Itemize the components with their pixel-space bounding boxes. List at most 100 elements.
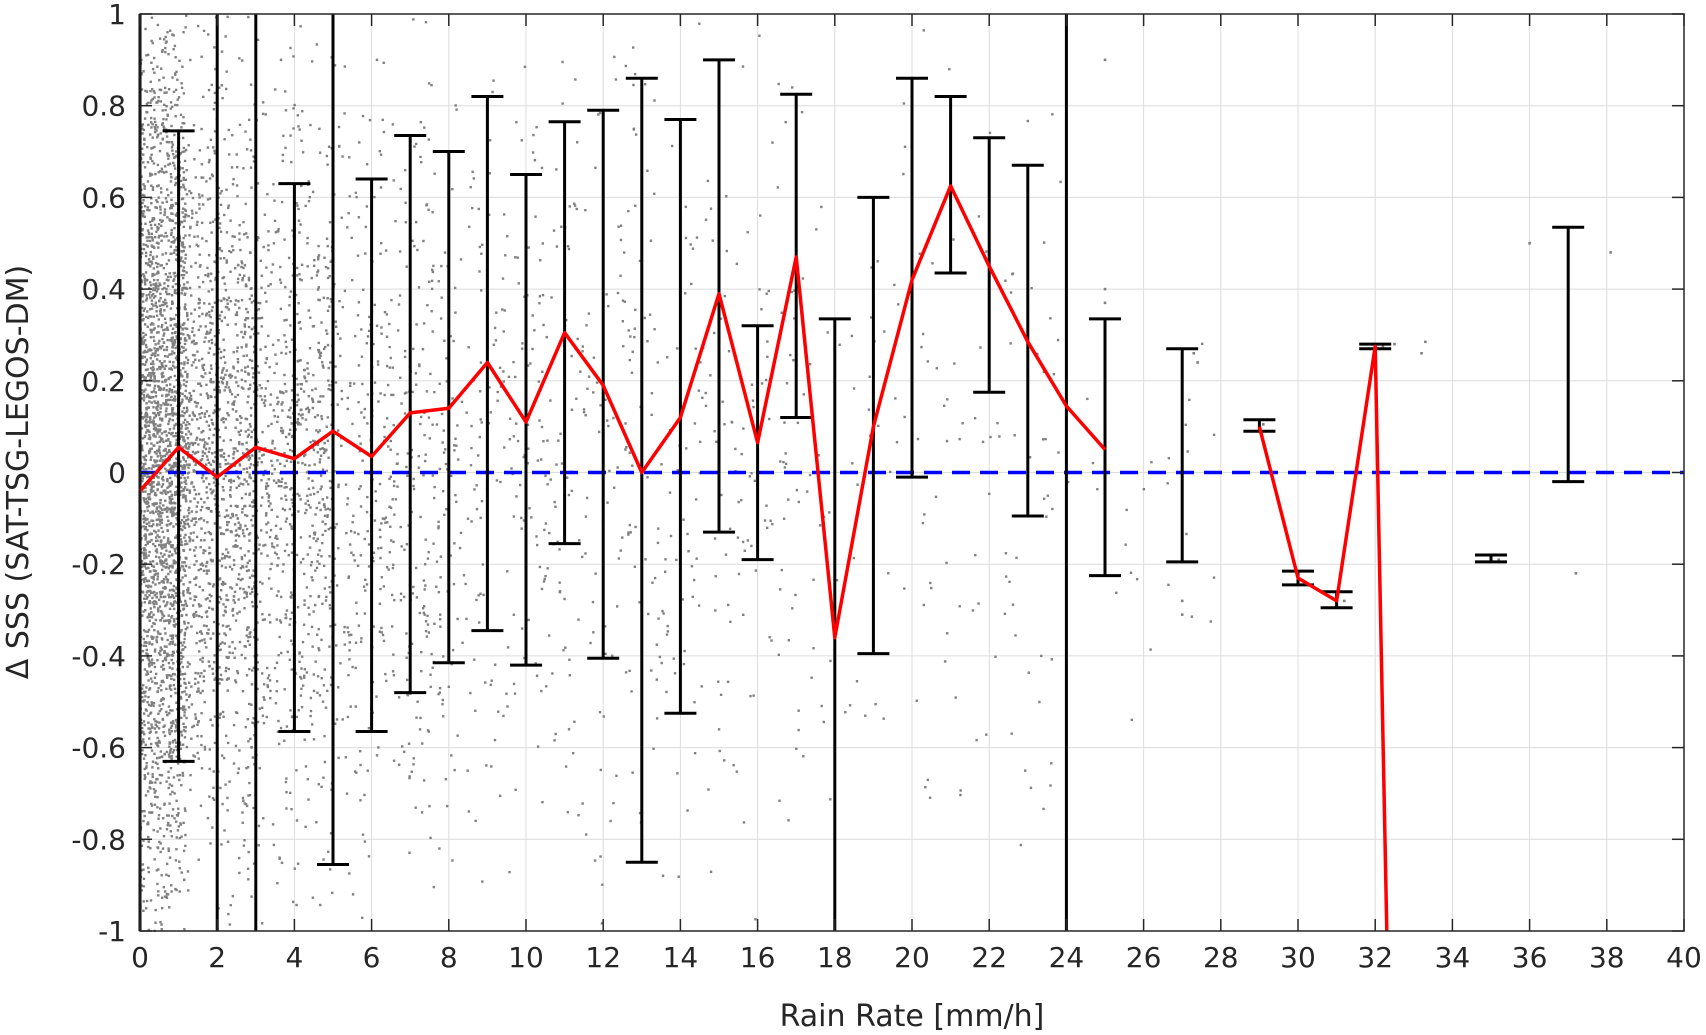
- scatter-point: [180, 256, 183, 259]
- scatter-point: [173, 323, 176, 327]
- scatter-point: [148, 570, 152, 573]
- scatter-point: [174, 177, 177, 181]
- scatter-point: [163, 317, 167, 321]
- scatter-point: [261, 496, 264, 499]
- scatter-point: [159, 827, 162, 830]
- scatter-point: [276, 515, 279, 518]
- scatter-point: [158, 449, 161, 453]
- scatter-point: [149, 418, 152, 421]
- scatter-point: [145, 411, 148, 415]
- scatter-point: [227, 386, 230, 389]
- scatter-point: [213, 522, 217, 525]
- scatter-point: [389, 506, 393, 509]
- scatter-point: [141, 687, 144, 690]
- scatter-point: [281, 159, 285, 163]
- scatter-point: [142, 317, 145, 321]
- scatter-point: [182, 225, 186, 229]
- scatter-point: [145, 294, 148, 297]
- scatter-point: [163, 103, 166, 107]
- scatter-point: [197, 244, 200, 248]
- scatter-point: [218, 682, 221, 685]
- scatter-point: [171, 667, 174, 670]
- scatter-point: [212, 108, 216, 111]
- scatter-point: [160, 568, 164, 572]
- scatter-point: [324, 576, 327, 579]
- scatter-point: [181, 323, 184, 327]
- scatter-point: [314, 569, 317, 572]
- scatter-point: [164, 632, 167, 635]
- scatter-point: [174, 552, 178, 555]
- scatter-point: [153, 387, 156, 390]
- scatter-point: [384, 249, 388, 252]
- scatter-point: [153, 223, 157, 227]
- scatter-point: [168, 555, 171, 558]
- scatter-point: [200, 517, 203, 520]
- scatter-point: [178, 860, 181, 863]
- scatter-point: [184, 234, 187, 237]
- scatter-point: [224, 458, 227, 462]
- scatter-point: [162, 402, 165, 405]
- scatter-point: [201, 364, 204, 367]
- scatter-point: [163, 430, 166, 434]
- scatter-point: [160, 698, 163, 701]
- scatter-point: [141, 337, 144, 340]
- scatter-point: [438, 467, 442, 471]
- scatter-point: [149, 101, 152, 104]
- scatter-point: [203, 452, 207, 455]
- scatter-point: [175, 176, 178, 179]
- scatter-point: [236, 517, 240, 520]
- scatter-point: [151, 576, 154, 579]
- scatter-point: [240, 378, 244, 381]
- scatter-point: [431, 211, 434, 214]
- scatter-point: [252, 390, 256, 393]
- scatter-point: [155, 305, 159, 309]
- scatter-point: [221, 96, 224, 100]
- scatter-point: [197, 328, 201, 332]
- scatter-point: [343, 65, 347, 68]
- scatter-point: [167, 279, 170, 282]
- scatter-point: [157, 223, 161, 226]
- scatter-point: [173, 560, 176, 563]
- scatter-point: [141, 863, 145, 866]
- scatter-point: [175, 469, 179, 472]
- scatter-point: [292, 127, 295, 130]
- scatter-point: [230, 166, 234, 169]
- scatter-point: [144, 343, 148, 347]
- scatter-point: [159, 437, 163, 440]
- scatter-point: [359, 640, 363, 643]
- scatter-point: [218, 462, 222, 466]
- scatter-point: [150, 467, 153, 470]
- scatter-point: [222, 756, 226, 760]
- scatter-point: [202, 446, 206, 449]
- scatter-point: [186, 420, 189, 424]
- scatter-point: [321, 541, 324, 545]
- scatter-point: [258, 384, 261, 387]
- scatter-point: [181, 242, 185, 246]
- scatter-point: [150, 16, 154, 19]
- scatter-point: [361, 833, 365, 836]
- scatter-point: [152, 379, 155, 383]
- scatter-point: [179, 528, 183, 531]
- scatter-point: [226, 840, 230, 843]
- scatter-point: [152, 368, 155, 371]
- scatter-point: [232, 595, 236, 598]
- scatter-point: [307, 408, 311, 412]
- scatter-point: [144, 497, 148, 501]
- scatter-point: [153, 273, 156, 276]
- scatter-point: [329, 388, 332, 392]
- scatter-point: [359, 763, 362, 767]
- scatter-point: [296, 606, 300, 609]
- scatter-point: [170, 408, 174, 411]
- scatter-point: [232, 367, 235, 370]
- scatter-point: [330, 676, 333, 679]
- scatter-point: [171, 346, 175, 349]
- scatter-point: [188, 548, 192, 551]
- scatter-point: [208, 599, 212, 603]
- scatter-point: [159, 502, 162, 505]
- scatter-point: [164, 413, 168, 417]
- scatter-point: [140, 869, 143, 872]
- scatter-point: [214, 395, 217, 399]
- scatter-point: [323, 441, 326, 445]
- scatter-point: [146, 325, 149, 329]
- scatter-point: [170, 124, 173, 128]
